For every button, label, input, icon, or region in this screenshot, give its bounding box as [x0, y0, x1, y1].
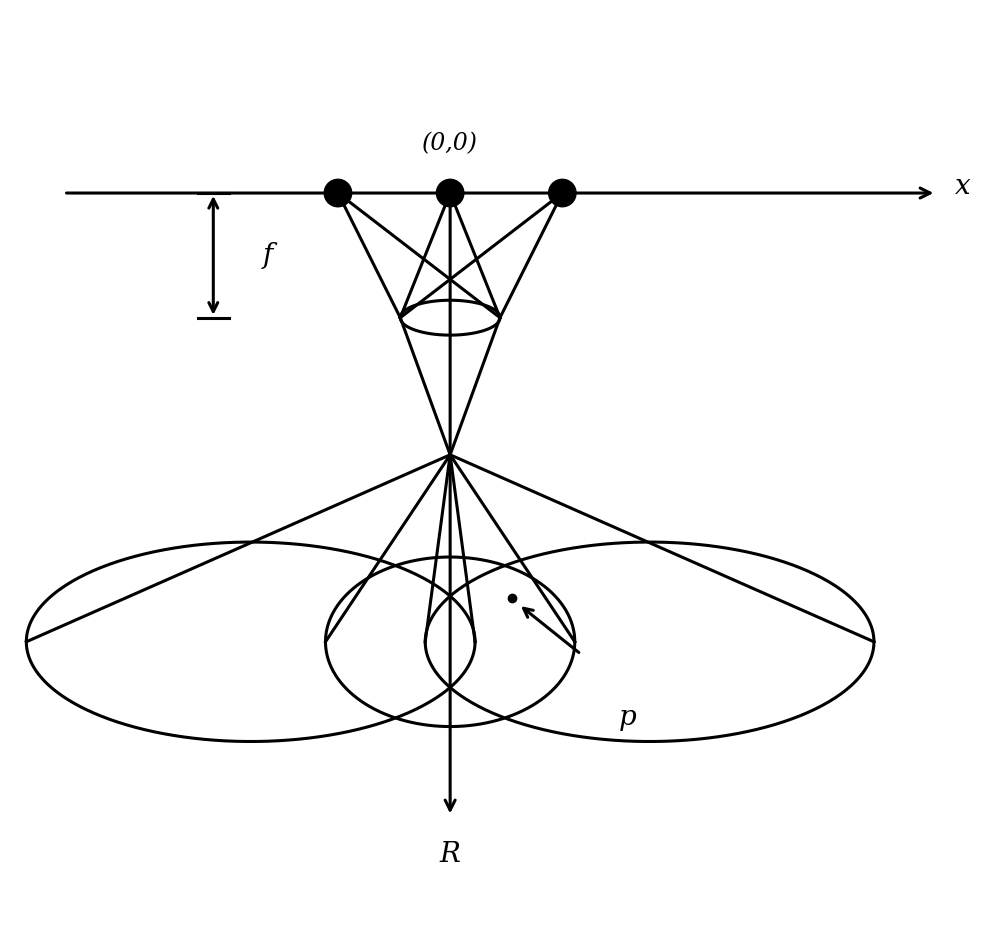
- Circle shape: [436, 179, 464, 206]
- Circle shape: [324, 179, 352, 206]
- Circle shape: [549, 179, 576, 206]
- Text: p: p: [618, 705, 636, 731]
- Text: x: x: [955, 173, 971, 201]
- Text: R: R: [440, 841, 461, 868]
- Text: f: f: [263, 241, 273, 269]
- Text: (0,0): (0,0): [422, 133, 478, 155]
